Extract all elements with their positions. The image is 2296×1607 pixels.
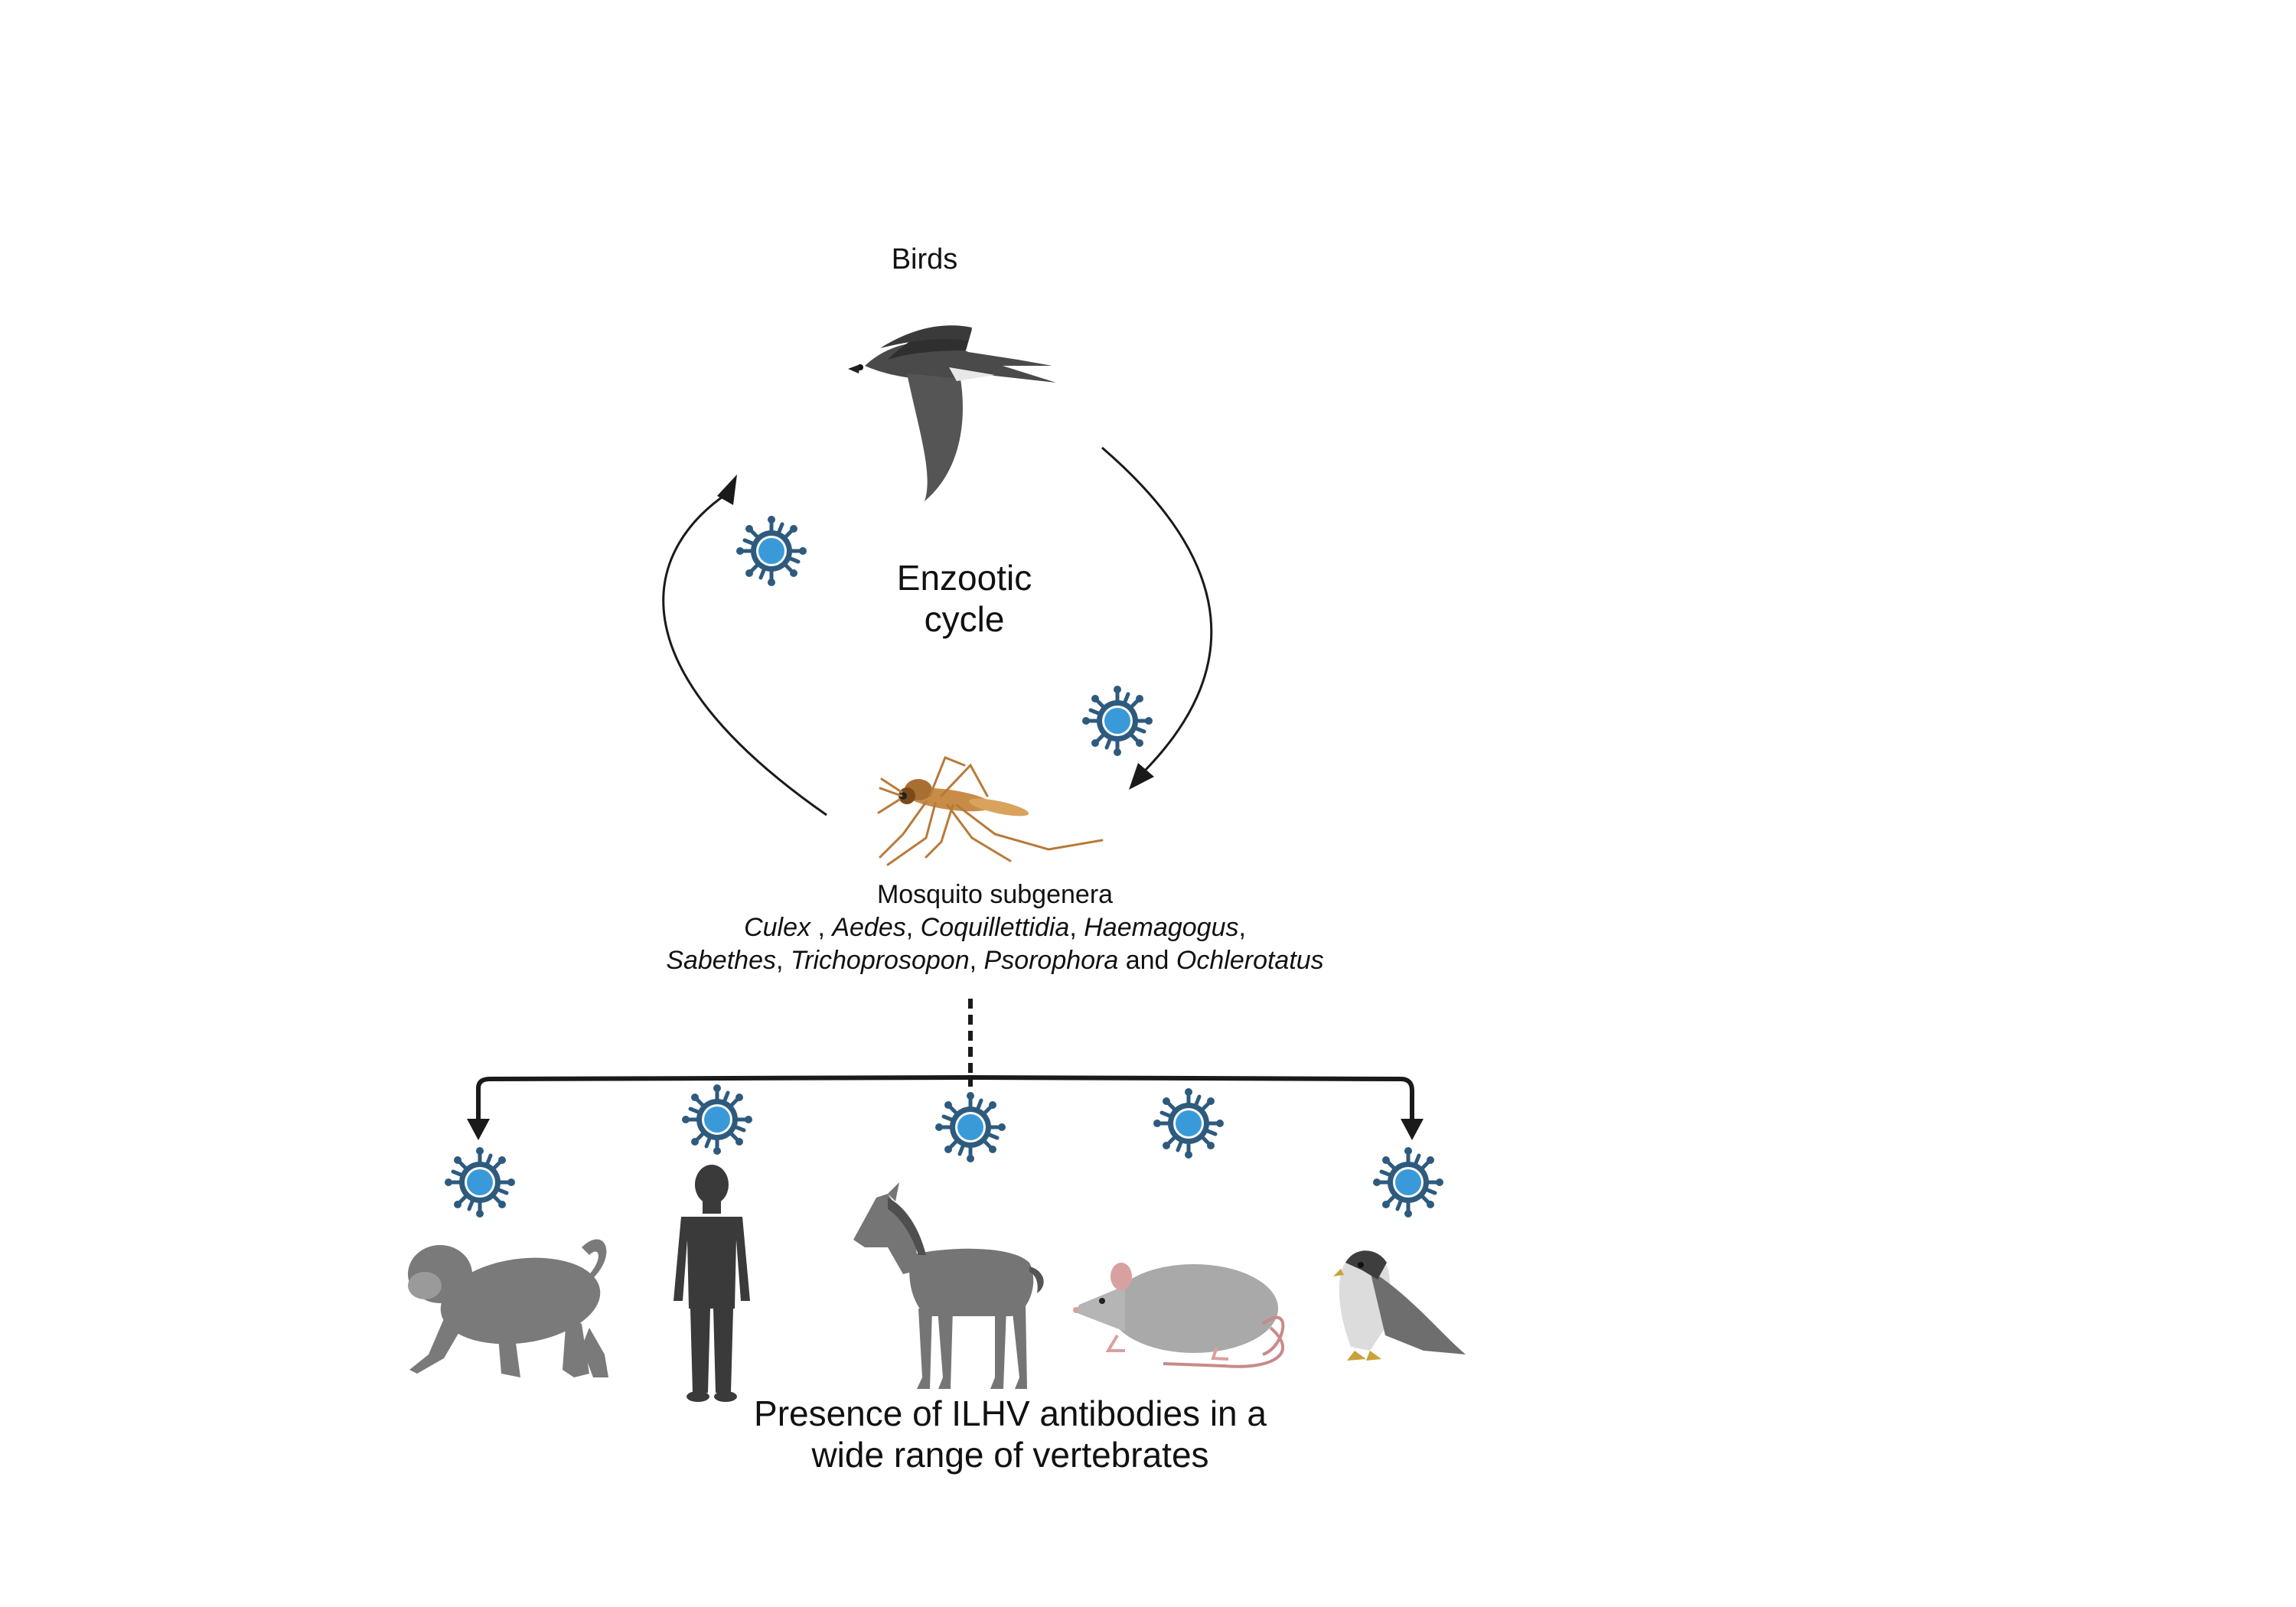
virus-icon (445, 1147, 515, 1217)
genera-line1: Culex , Aedes, Coquillettidia, Haemagogu… (536, 911, 1454, 944)
virus-icon (1373, 1147, 1443, 1217)
falcon-icon (1333, 1250, 1466, 1361)
separator: , (1069, 913, 1084, 942)
virus-icon (736, 516, 807, 586)
human-icon (673, 1165, 750, 1402)
genus-name: Haemagogus (1084, 913, 1239, 942)
virus-icon (1153, 1088, 1224, 1159)
genus-name: Sabethes (666, 946, 776, 975)
genus-name: Culex (744, 913, 810, 942)
genus-name: Coquillettidia (920, 913, 1070, 942)
genus-name: Ochlerotatus (1176, 946, 1324, 975)
genus-name: Trichoprosopon (790, 946, 970, 975)
genus-name: Aedes (832, 913, 906, 942)
separator: , (810, 913, 833, 942)
cycle-label-line2: cycle (924, 599, 1005, 639)
antibodies-caption: Presence of ILHV antibodies in a wide ra… (628, 1393, 1393, 1475)
virus-icon (682, 1084, 752, 1155)
monkey-icon (408, 1239, 608, 1377)
caption-line1: Presence of ILHV antibodies in a (754, 1393, 1267, 1433)
horse-icon (853, 1182, 1044, 1389)
enzootic-cycle-label: Enzootic cycle (834, 557, 1094, 640)
separator: , (905, 913, 921, 942)
mosquito-icon (877, 756, 1104, 866)
genera-line2: Sabethes, Trichoprosopon, Psorophora and… (536, 944, 1454, 977)
separator: , (969, 946, 984, 975)
caption-line2: wide range of vertebrates (811, 1435, 1209, 1475)
cycle-arrow-left (662, 474, 827, 817)
separator: , (775, 946, 791, 975)
separator: and (1118, 946, 1176, 975)
separator: , (1238, 913, 1246, 942)
mosquito-title: Mosquito subgenera (876, 880, 1114, 909)
genus-name: Psorophora (983, 946, 1119, 975)
virus-icon (1082, 686, 1153, 756)
cycle-label-line1: Enzootic (896, 558, 1032, 598)
birds-label: Birds (891, 243, 958, 275)
rat-icon (1073, 1263, 1285, 1368)
cycle-arrow-right (1101, 446, 1213, 790)
mosquito-subgenera-label: Mosquito subgenera Culex , Aedes, Coquil… (536, 878, 1454, 977)
transmission-connector (467, 999, 1424, 1140)
virus-icon (935, 1092, 1006, 1162)
bird-icon (848, 325, 1056, 501)
